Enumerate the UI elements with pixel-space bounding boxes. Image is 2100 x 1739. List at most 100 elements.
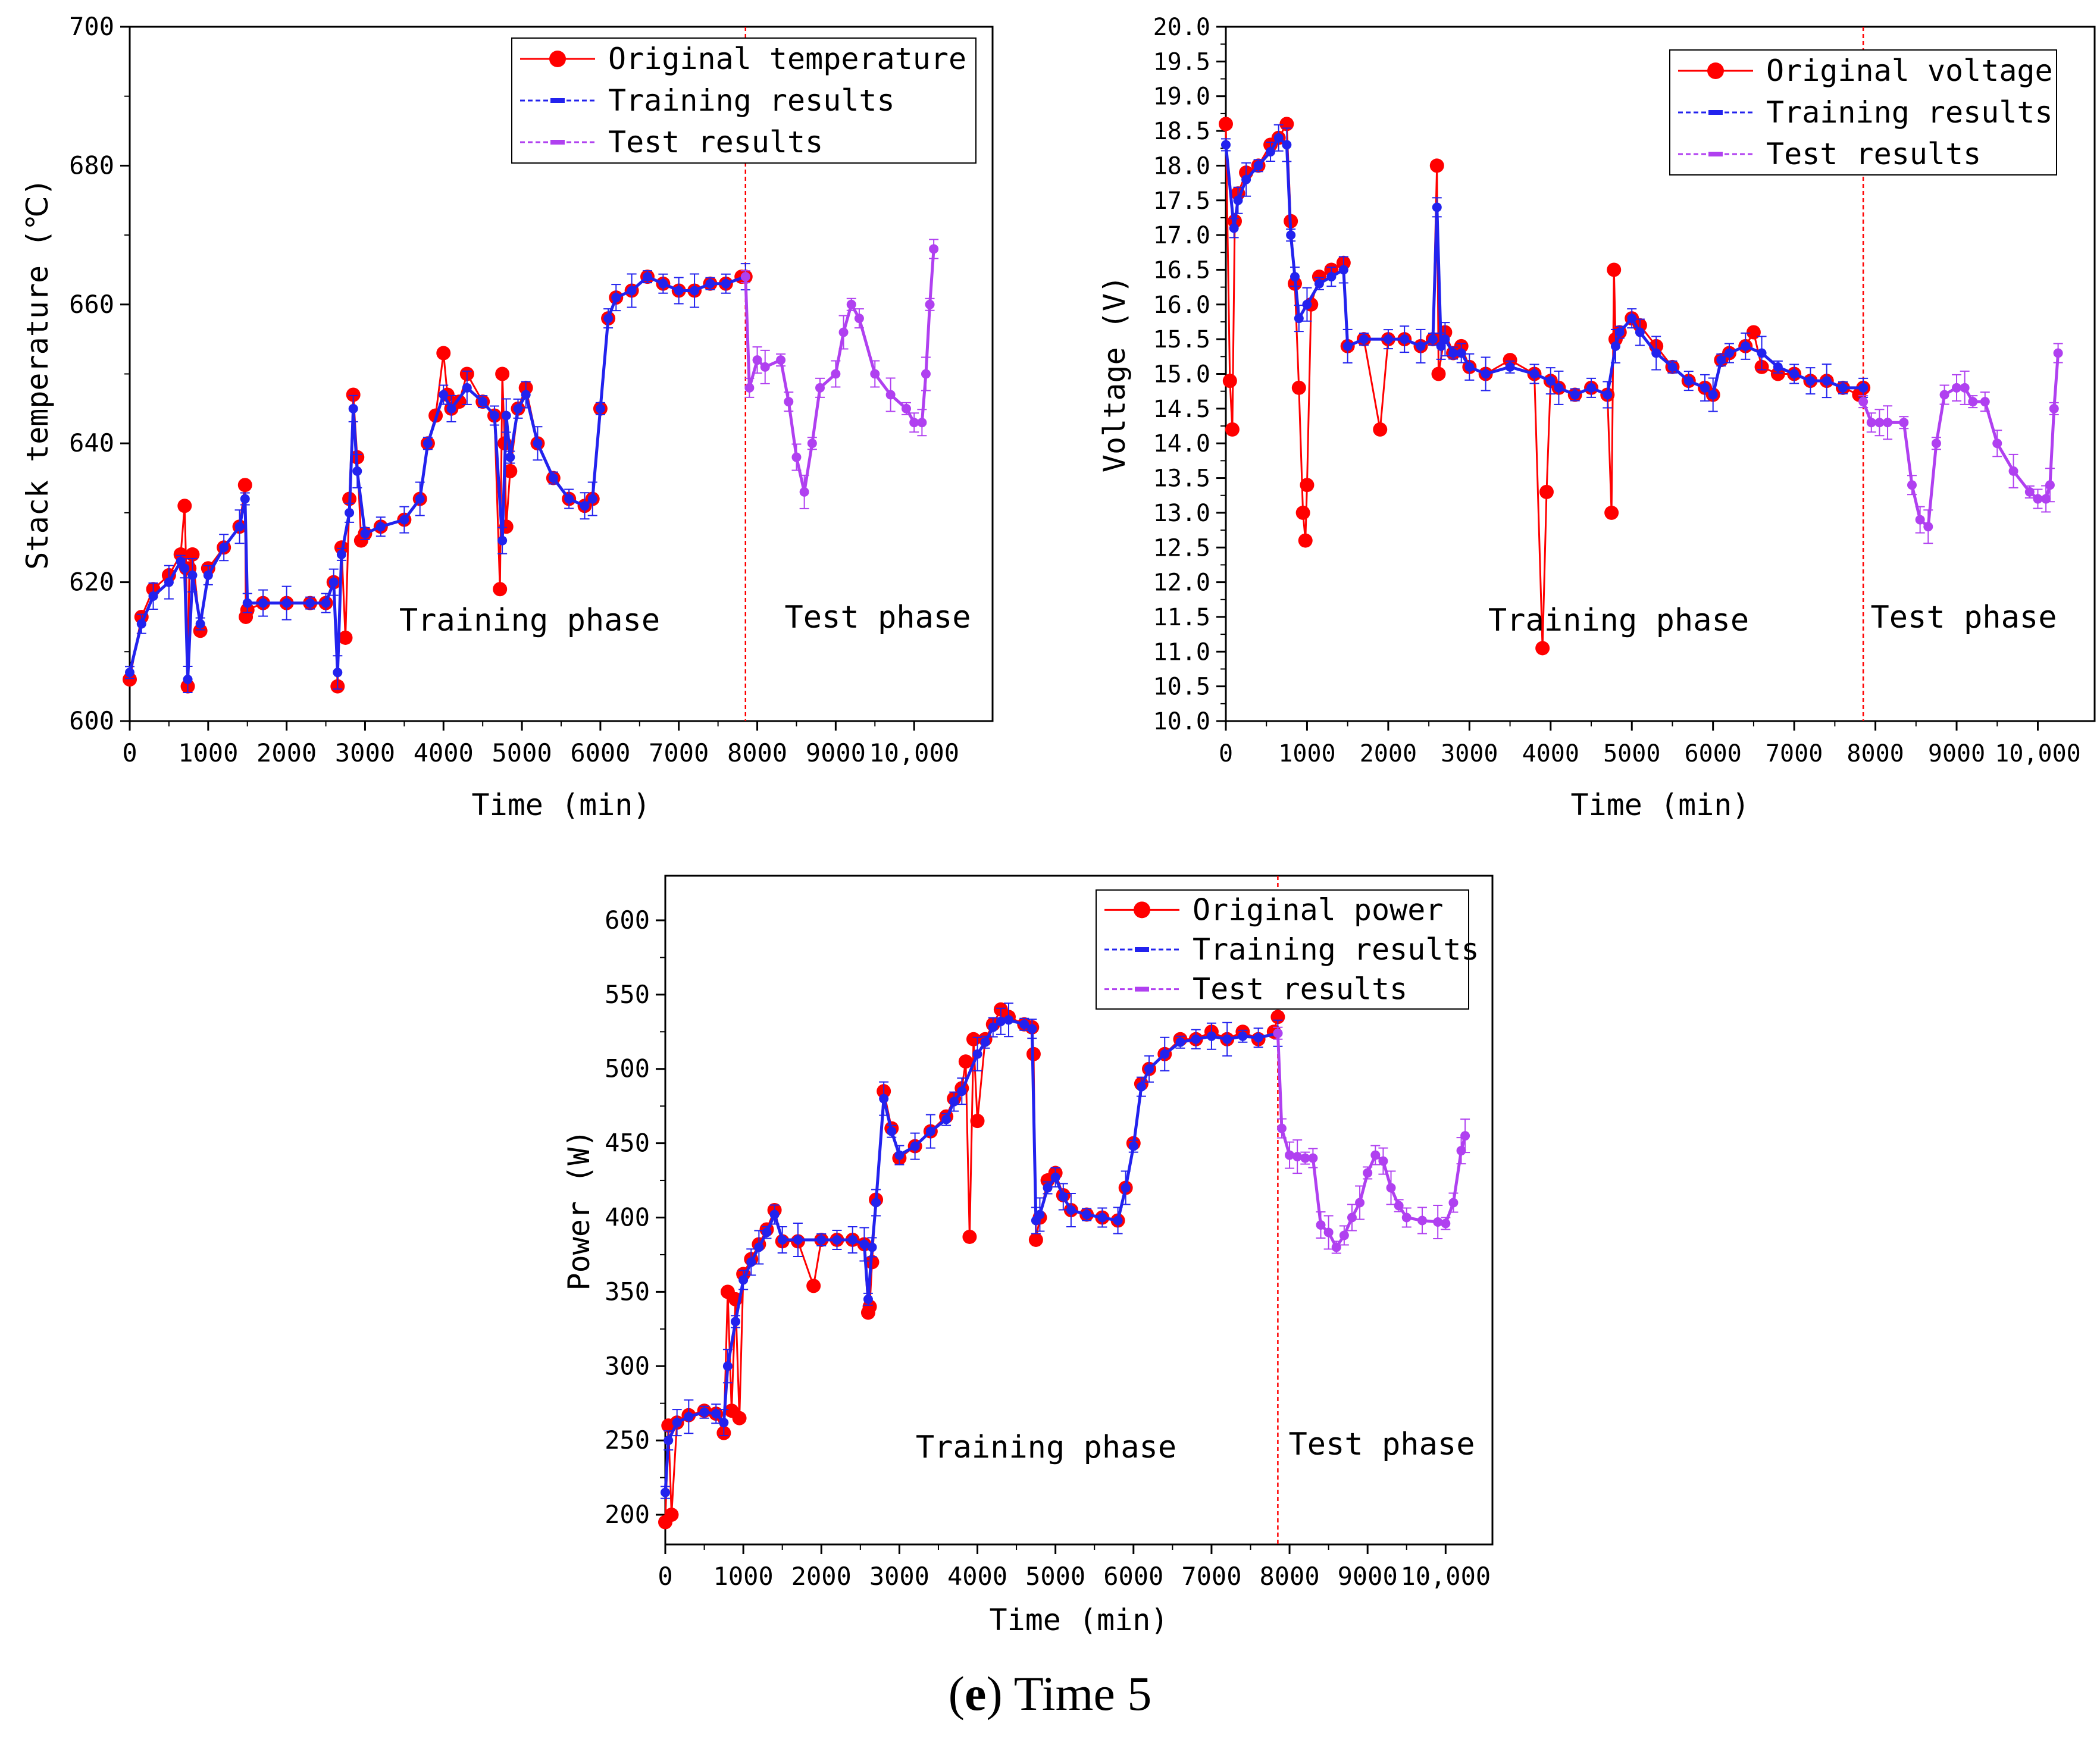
y-tick-label: 17.5 bbox=[1153, 187, 1210, 215]
training-series-point bbox=[375, 522, 386, 532]
training-series-point bbox=[462, 383, 472, 393]
training-series-point bbox=[1043, 1183, 1053, 1193]
original-series-point bbox=[1295, 505, 1310, 520]
training-series-point bbox=[1128, 1141, 1138, 1151]
test-series-point bbox=[1417, 1215, 1427, 1226]
training-series-point bbox=[478, 397, 488, 407]
training-series-point bbox=[1448, 348, 1459, 358]
test-series-point bbox=[1331, 1242, 1341, 1252]
x-tick-label: 5000 bbox=[1603, 740, 1660, 767]
test-series-point bbox=[1907, 480, 1917, 490]
training-series-point bbox=[1233, 195, 1243, 205]
test-series-point bbox=[776, 355, 786, 365]
test-series bbox=[1858, 343, 2063, 544]
training-series-point bbox=[422, 438, 433, 449]
test-series-point bbox=[1939, 390, 1949, 400]
training-series-point bbox=[595, 403, 605, 413]
test-series-point bbox=[1883, 418, 1893, 428]
original-series-point bbox=[1279, 117, 1294, 131]
original-series-point bbox=[493, 582, 508, 597]
training-series-point bbox=[1206, 1031, 1216, 1041]
test-series-point bbox=[854, 314, 864, 324]
test-series bbox=[1273, 1026, 1470, 1254]
training-series-point bbox=[674, 286, 684, 296]
x-tick-label: 1000 bbox=[178, 738, 238, 767]
training-series-point bbox=[711, 1409, 721, 1419]
training-series-point bbox=[793, 1234, 803, 1245]
y-tick-label: 18.5 bbox=[1153, 118, 1210, 145]
test-series-point bbox=[885, 390, 896, 400]
x-tick-label: 10,000 bbox=[1995, 740, 2081, 767]
test-series-point bbox=[1448, 1198, 1459, 1208]
test-series-point bbox=[1456, 1146, 1466, 1156]
legend-label: Original voltage bbox=[1766, 54, 2053, 88]
test-series-point bbox=[1899, 418, 1909, 428]
y-axis-label: Power (W) bbox=[562, 1130, 596, 1291]
training-series-point bbox=[1724, 348, 1734, 358]
training-series-point bbox=[1700, 383, 1710, 393]
original-series-point bbox=[185, 547, 200, 562]
original-series-point bbox=[1298, 533, 1313, 548]
x-tick-label: 9000 bbox=[806, 738, 866, 767]
y-tick-label: 13.0 bbox=[1153, 500, 1210, 527]
training-series-point bbox=[497, 535, 508, 546]
legend-label: Test results bbox=[608, 125, 823, 159]
training-series-point bbox=[1586, 383, 1597, 393]
training-series-point bbox=[988, 1022, 998, 1032]
test-series-point bbox=[791, 452, 802, 462]
x-tick-label: 10,000 bbox=[1400, 1562, 1491, 1591]
training-series-point bbox=[1035, 1210, 1045, 1220]
y-tick-label: 350 bbox=[605, 1277, 650, 1306]
y-tick-label: 450 bbox=[605, 1129, 650, 1158]
training-series-point bbox=[1822, 376, 1832, 386]
y-tick-label: 16.5 bbox=[1153, 256, 1210, 284]
training-series-point bbox=[1505, 362, 1515, 372]
training-series-point bbox=[281, 598, 292, 608]
y-tick-label: 14.5 bbox=[1153, 396, 1210, 423]
training-series-point bbox=[603, 314, 614, 324]
y-tick-label: 14.0 bbox=[1153, 430, 1210, 458]
chart-2: 0 1000 2000 3000 4000 5000 6000 7000 8000 9000 10,… bbox=[1097, 14, 2096, 822]
y-tick-label: 12.5 bbox=[1153, 534, 1210, 562]
training-series-point bbox=[1290, 272, 1300, 282]
x-tick-label: 4000 bbox=[1522, 740, 1579, 767]
x-axis-label: Time (min) bbox=[989, 1603, 1168, 1637]
y-tick-label: 19.5 bbox=[1153, 48, 1210, 76]
test-series-line bbox=[1861, 353, 2060, 528]
original-series-point bbox=[1300, 478, 1315, 493]
test-series-point bbox=[1386, 1183, 1396, 1193]
training-series-point bbox=[1003, 1015, 1013, 1025]
training-series-point bbox=[352, 466, 362, 476]
training-phase-label: Training phase bbox=[399, 603, 660, 638]
training-series-point bbox=[336, 549, 346, 559]
original-series-point bbox=[173, 547, 188, 562]
training-series-point bbox=[1144, 1064, 1154, 1074]
test-series-point bbox=[2008, 466, 2018, 476]
training-series-point bbox=[1757, 348, 1767, 358]
x-tick-label: 0 bbox=[658, 1562, 672, 1591]
training-series-point bbox=[738, 1275, 749, 1285]
training-series-point bbox=[1266, 147, 1276, 157]
x-tick-label: 1000 bbox=[713, 1562, 774, 1591]
training-series-point bbox=[164, 577, 174, 587]
figure-caption: (e) Time 5 bbox=[948, 1666, 1152, 1721]
training-series-point bbox=[1456, 348, 1466, 358]
training-series-point bbox=[1529, 369, 1539, 379]
training-series-point bbox=[867, 1242, 877, 1252]
training-series-point bbox=[1253, 1033, 1263, 1043]
legend-label: Test results bbox=[1766, 137, 1981, 171]
training-series-point bbox=[1635, 327, 1645, 337]
training-series-point bbox=[722, 1361, 733, 1371]
y-axis-label: Stack temperature (℃) bbox=[20, 178, 55, 569]
training-series-point bbox=[1773, 362, 1783, 372]
y-tick-label: 700 bbox=[69, 12, 114, 41]
test-series bbox=[740, 239, 939, 509]
training-series-point bbox=[1838, 383, 1848, 393]
test-phase-label: Test phase bbox=[1870, 600, 2057, 635]
training-series-point bbox=[661, 1487, 670, 1497]
test-series-point bbox=[1866, 418, 1876, 428]
training-series-point bbox=[910, 1141, 920, 1151]
training-series-point bbox=[777, 1234, 787, 1245]
y-tick-label: 300 bbox=[605, 1351, 650, 1380]
training-series-point bbox=[672, 1418, 682, 1428]
